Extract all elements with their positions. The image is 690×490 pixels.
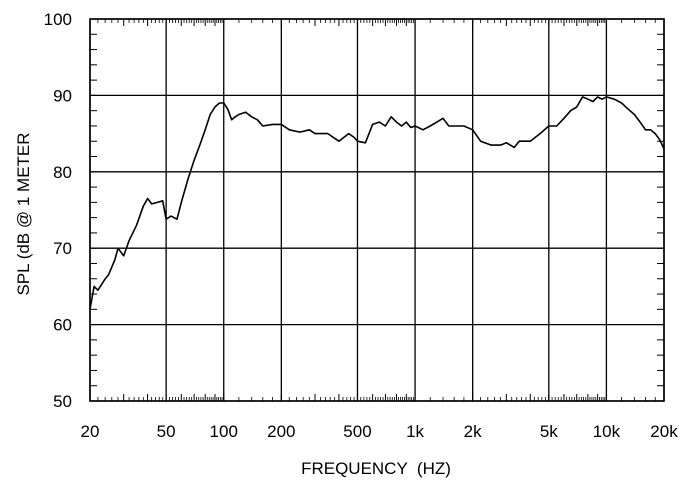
- plot-area: [90, 19, 664, 401]
- series-layer: [89, 96, 665, 310]
- x-tick-label: 1k: [406, 422, 424, 441]
- y-axis-title: SPL (dB @ 1 METER: [14, 132, 33, 295]
- x-tick-label: 10k: [593, 422, 621, 441]
- x-tick-label: 200: [267, 422, 295, 441]
- x-tick-labels: 20 50 100 200 500 1k 2k 5k 10k 20k: [81, 422, 679, 441]
- x-tick-label: 50: [157, 422, 176, 441]
- plot-background: [90, 19, 664, 401]
- y-tick-labels: 50 60 70 80 90 100: [44, 10, 72, 411]
- x-tick-label: 20: [81, 422, 100, 441]
- x-axis-title: FREQUENCY (HZ): [301, 459, 451, 478]
- plot-frame: [89, 18, 665, 402]
- y-tick-label: 90: [53, 86, 72, 105]
- y-tick-label: 50: [53, 392, 72, 411]
- x-tick-label: 5k: [540, 422, 558, 441]
- y-tick-label: 100: [44, 10, 72, 29]
- plot-border: [89, 18, 665, 402]
- x-tick-label: 500: [343, 422, 371, 441]
- y-tick-label: 60: [53, 316, 72, 335]
- x-tick-label: 100: [210, 422, 238, 441]
- series-line-0: [89, 96, 665, 310]
- x-tick-label: 20k: [650, 422, 678, 441]
- y-tick-label: 80: [53, 163, 72, 182]
- gridlines: [89, 18, 665, 402]
- y-tick-label: 70: [53, 239, 72, 258]
- x-tick-label: 2k: [464, 422, 482, 441]
